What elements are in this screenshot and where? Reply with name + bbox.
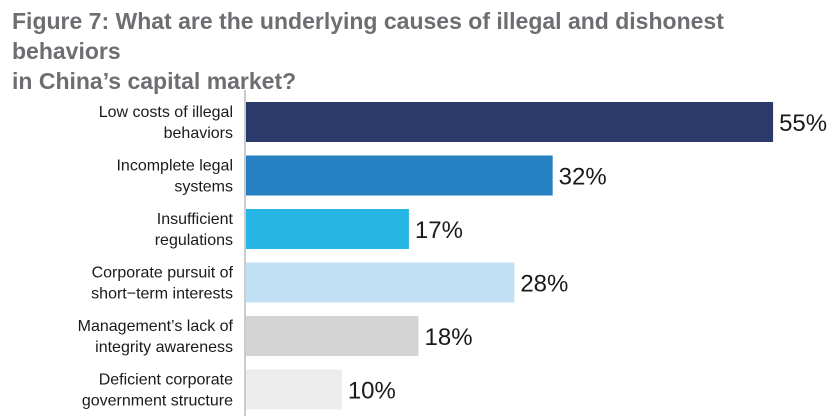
bar-2 <box>246 155 553 196</box>
value-label-3: 17% <box>415 217 463 244</box>
bar-5 <box>246 316 419 356</box>
bar-4 <box>246 262 515 303</box>
bar-6 <box>246 369 342 410</box>
bar-3 <box>246 209 409 249</box>
category-label-6: Deficient corporate government structure <box>82 372 233 410</box>
category-label-4: Corporate pursuit of short−term interests <box>91 265 233 303</box>
category-label-1: Low costs of illegal behaviors <box>99 104 233 142</box>
value-label-4: 28% <box>520 271 568 298</box>
chart-title: Figure 7: What are the underlying causes… <box>12 8 724 94</box>
value-label-6: 10% <box>348 378 396 405</box>
value-label-1: 55% <box>779 110 827 137</box>
category-label-3: Insufficient regulations <box>155 211 234 249</box>
bar-1 <box>246 102 774 142</box>
category-label-2: Incomplete legal systems <box>116 158 233 196</box>
category-label-5: Management’s lack of integrity awareness <box>78 318 234 356</box>
value-label-2: 32% <box>559 164 607 191</box>
value-label-5: 18% <box>425 324 473 351</box>
